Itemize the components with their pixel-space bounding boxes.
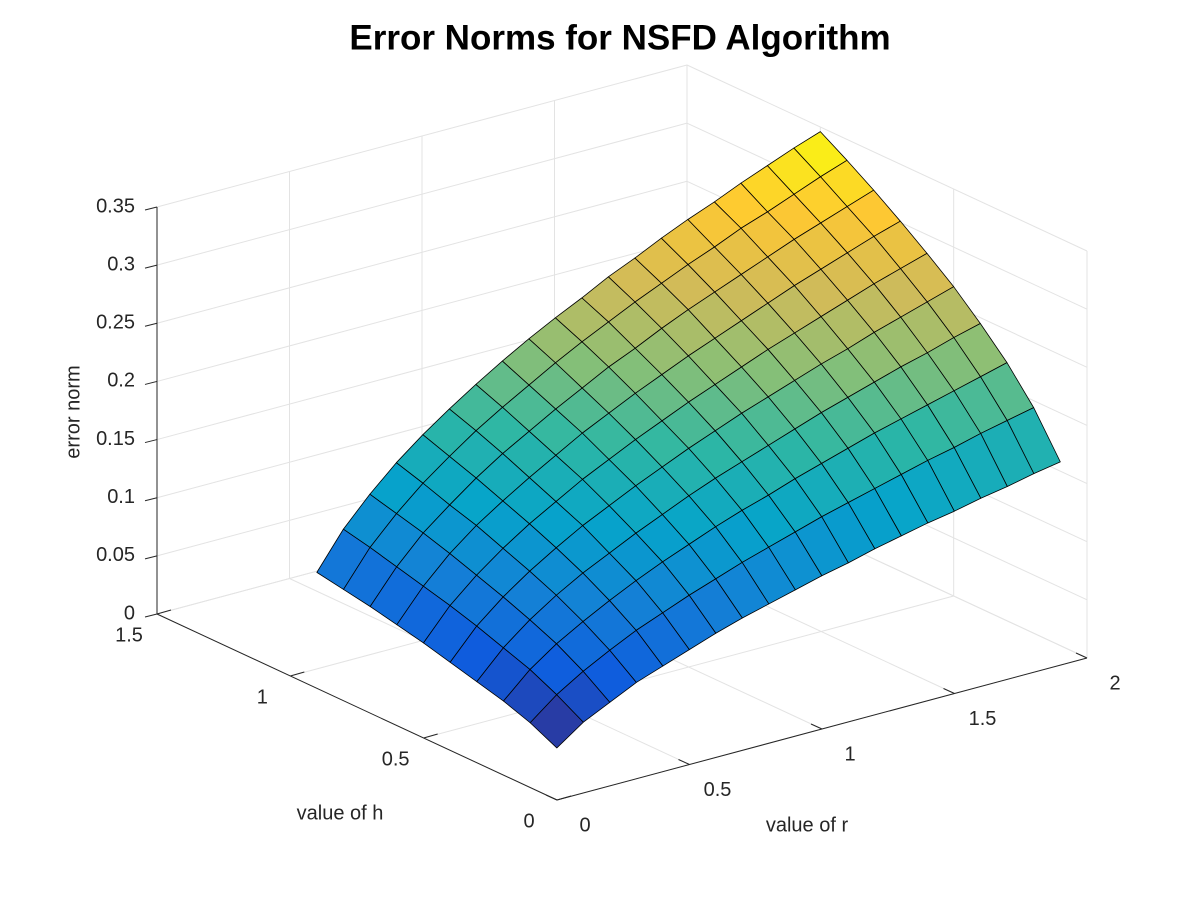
y-tick [290,671,305,677]
x-tick [1075,652,1088,659]
y-axis-label: value of h [297,802,384,824]
z-tick [144,555,158,560]
z-tick [144,380,158,385]
x-tick-label: 0.5 [704,779,732,801]
z-tick-label: 0.05 [96,544,135,566]
z-tick-label: 0.35 [96,195,135,217]
x-tick [943,688,955,694]
x-tick-label: 2 [1109,672,1120,694]
x-tick [678,759,690,765]
z-tick [144,497,158,502]
grid-line [156,122,688,266]
y-tick [156,609,172,615]
z-tick [144,613,158,618]
surface [316,131,1061,749]
chart-title: Error Norms for NSFD Algorithm [349,18,890,57]
x-tick-label: 1 [844,743,855,765]
y-tick-label: 1 [257,686,268,708]
grid-line [423,595,954,739]
z-tick-label: 0.3 [107,253,135,275]
x-tick-label: 0 [579,814,590,836]
z-tick-label: 0.25 [96,312,135,334]
axes: 00.511.5200.511.500.050.10.150.20.250.30… [96,195,1121,836]
grid-line [686,64,1088,252]
y-tick [556,795,572,801]
y-tick-label: 0.5 [382,748,410,770]
z-tick-label: 0.1 [107,486,135,508]
z-tick [144,264,158,269]
z-tick [144,439,158,444]
z-tick-label: 0.2 [107,370,135,392]
x-axis-label: value of r [766,814,849,836]
grid-line [156,64,688,208]
surface-patch [529,694,584,749]
z-axis-label: error norm [62,365,84,458]
y-tick-label: 1.5 [115,624,143,646]
y-tick-label: 0 [523,810,534,832]
x-tick [810,723,823,730]
x-tick-label: 1.5 [969,708,997,730]
grid-line [156,238,688,382]
z-tick [144,206,158,211]
grid-line [156,180,688,324]
z-tick-label: 0 [124,602,135,624]
y-axis-line [156,613,558,801]
x-tick [545,794,558,801]
z-tick [144,322,158,327]
z-tick-label: 0.15 [96,428,135,450]
y-tick [423,733,438,739]
